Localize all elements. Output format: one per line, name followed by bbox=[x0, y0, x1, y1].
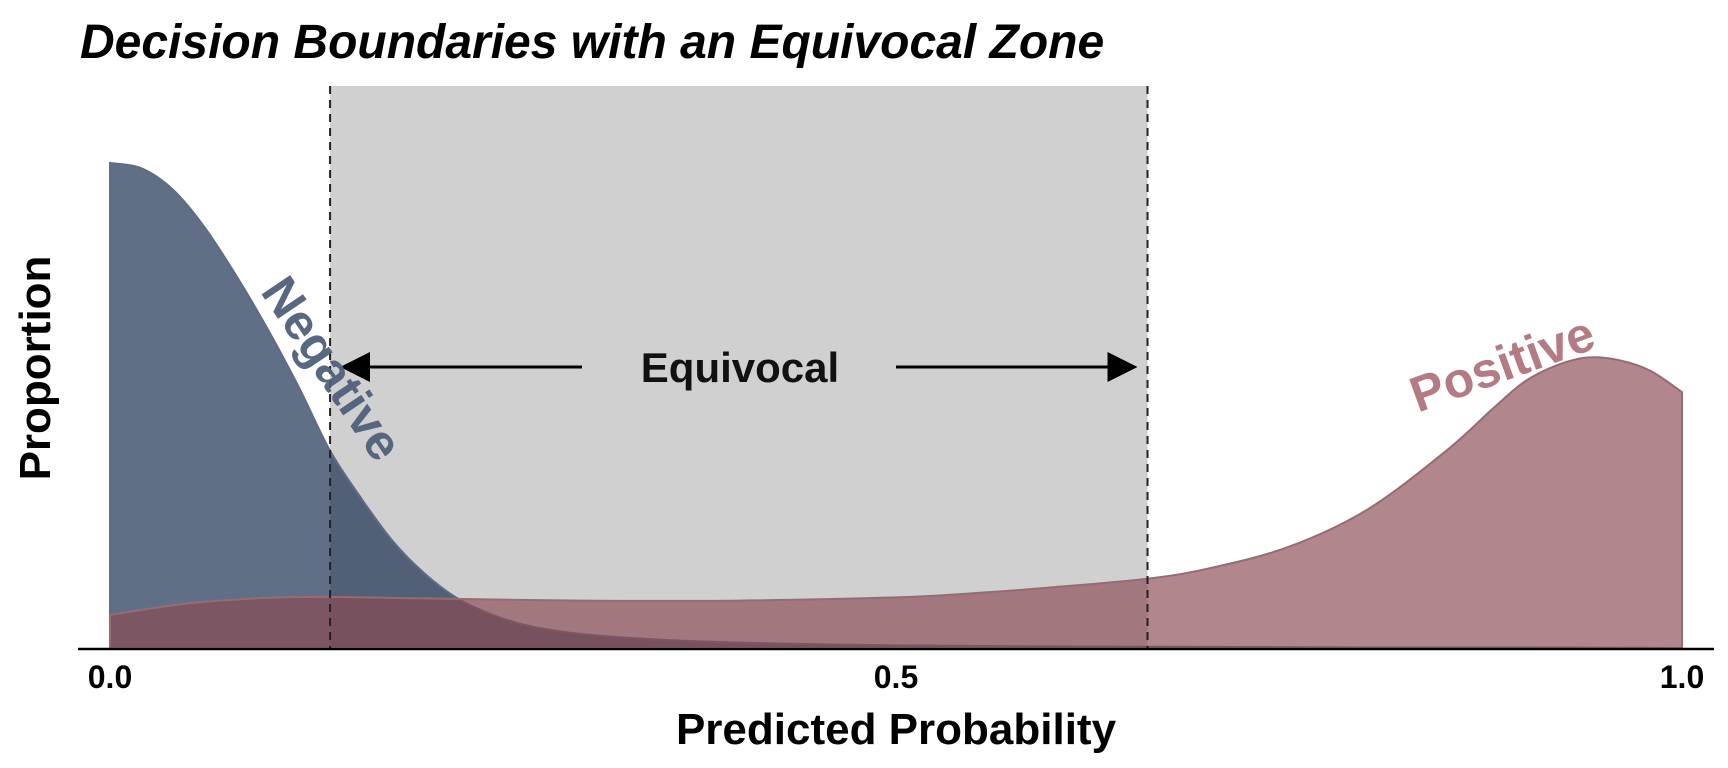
plot-area: Equivocal Negative Positive bbox=[109, 86, 1683, 649]
x-tick-label-2: 1.0 bbox=[1660, 659, 1704, 695]
x-tick-label-0: 0.0 bbox=[88, 659, 132, 695]
x-axis-label: Predicted Probability bbox=[676, 705, 1117, 754]
chart-title: Decision Boundaries with an Equivocal Zo… bbox=[80, 16, 1104, 69]
y-axis-label: Proportion bbox=[11, 256, 60, 481]
series-area-positive bbox=[109, 356, 1683, 649]
x-tick-labels: 0.0 0.5 1.0 bbox=[88, 659, 1704, 695]
equivocal-label: Equivocal bbox=[641, 344, 839, 391]
x-tick-label-1: 0.5 bbox=[874, 659, 918, 695]
